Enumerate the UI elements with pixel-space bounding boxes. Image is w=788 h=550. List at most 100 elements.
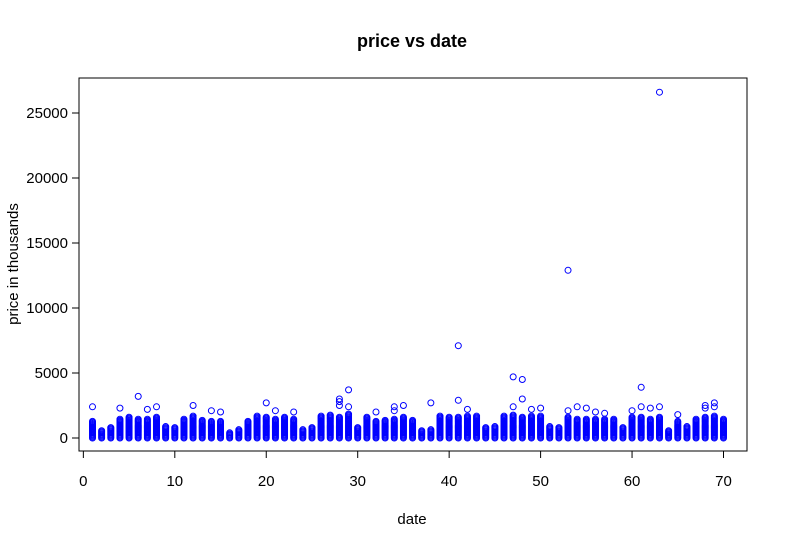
data-point <box>326 411 334 419</box>
data-point <box>235 426 243 434</box>
y-axis: 0 5000 10000 15000 20000 25000 <box>26 105 80 447</box>
data-point-outlier <box>217 408 225 416</box>
data-point-outlier <box>564 407 572 415</box>
data-point-outlier <box>637 383 645 391</box>
data-point-outlier <box>701 404 709 412</box>
data-point <box>509 411 517 419</box>
x-tick-label: 30 <box>349 473 366 490</box>
data-point-outlier <box>509 373 517 381</box>
data-point-outlier <box>582 404 590 412</box>
data-points <box>89 88 727 442</box>
data-point <box>427 426 435 434</box>
data-point <box>107 424 115 432</box>
y-axis-label: price in thousands <box>5 203 22 325</box>
data-point-outlier <box>454 342 462 350</box>
data-point <box>500 412 508 420</box>
data-point <box>244 417 252 425</box>
data-point <box>409 416 417 424</box>
data-point <box>637 413 645 421</box>
data-point-outlier <box>189 402 197 409</box>
data-point <box>153 413 161 421</box>
data-point-outlier <box>573 403 581 411</box>
data-point <box>134 415 142 423</box>
x-tick-label: 10 <box>166 473 183 490</box>
data-point <box>198 416 206 424</box>
data-point <box>610 415 618 423</box>
x-tick-label: 50 <box>532 473 549 490</box>
data-point <box>290 415 298 423</box>
data-point-outlier <box>390 407 398 415</box>
x-tick-label: 60 <box>624 473 641 490</box>
data-point <box>299 426 307 434</box>
data-point-outlier <box>518 395 526 403</box>
data-point <box>619 424 627 432</box>
data-point-outlier <box>399 402 407 409</box>
data-point <box>692 415 700 423</box>
data-point-outlier <box>143 405 151 413</box>
data-point <box>399 413 407 421</box>
data-point <box>546 423 554 431</box>
data-point-outlier <box>290 408 298 416</box>
data-point <box>436 412 444 420</box>
data-point-outlier <box>89 403 96 411</box>
data-point-outlier <box>207 407 215 415</box>
chart-title: price vs date <box>357 31 467 51</box>
data-point <box>463 412 471 420</box>
data-point <box>720 415 727 423</box>
data-point-outlier <box>262 399 270 407</box>
data-point-outlier <box>454 396 462 404</box>
data-point <box>281 413 289 421</box>
y-tick-label: 0 <box>60 430 68 447</box>
x-tick-label: 70 <box>715 473 732 490</box>
data-point <box>710 412 718 420</box>
data-point-outlier <box>372 408 380 416</box>
y-tick-label: 25000 <box>26 105 68 122</box>
data-point <box>335 413 343 421</box>
data-point <box>226 429 234 437</box>
x-axis: 0 10 20 30 40 50 60 70 <box>79 450 732 490</box>
data-point <box>491 423 499 431</box>
data-point-outlier <box>655 88 663 96</box>
y-tick-label: 10000 <box>26 300 68 317</box>
data-point <box>308 424 316 432</box>
data-point-outlier <box>710 399 718 407</box>
data-point <box>454 413 462 421</box>
data-point <box>573 415 581 423</box>
data-point <box>217 417 225 425</box>
data-point <box>527 412 535 420</box>
data-point-outlier <box>134 392 142 400</box>
data-point-outlier <box>591 408 599 416</box>
y-tick-label: 15000 <box>26 235 68 252</box>
data-point <box>207 417 215 425</box>
data-point <box>674 417 682 425</box>
data-point <box>171 424 179 432</box>
data-point-outlier <box>390 403 398 411</box>
data-point <box>582 415 590 423</box>
plot-frame <box>78 77 748 452</box>
data-point-outlier <box>628 407 636 415</box>
data-point <box>445 413 453 421</box>
data-point <box>518 413 526 421</box>
data-point <box>345 410 353 418</box>
data-point-outlier <box>153 403 161 411</box>
data-point-outlier <box>674 411 682 419</box>
data-point-outlier <box>427 399 435 407</box>
data-point <box>473 412 481 420</box>
data-point-outlier <box>527 405 535 413</box>
data-point <box>646 415 654 423</box>
data-point-outlier <box>601 409 609 417</box>
y-tick-label: 20000 <box>26 170 68 187</box>
x-tick-label: 0 <box>79 473 87 490</box>
x-axis-label: date <box>397 511 426 528</box>
data-point <box>372 417 380 425</box>
data-point-outlier <box>271 407 279 415</box>
data-point-outlier <box>701 402 709 409</box>
data-point <box>317 412 325 420</box>
data-point-outlier <box>345 386 353 394</box>
data-point <box>143 415 151 423</box>
data-point <box>162 423 170 431</box>
data-point-outlier <box>335 398 343 406</box>
data-point <box>116 415 124 423</box>
data-point <box>381 416 389 424</box>
